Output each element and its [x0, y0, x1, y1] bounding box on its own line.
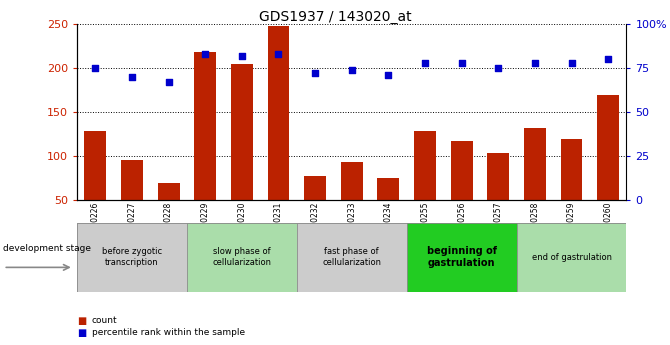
Bar [377, 178, 399, 200]
Point [273, 51, 284, 57]
Point [90, 66, 100, 71]
Text: GDS1937 / 143020_at: GDS1937 / 143020_at [259, 10, 411, 24]
Bar [231, 64, 253, 200]
Text: development stage: development stage [3, 244, 91, 253]
Point [346, 67, 357, 73]
Bar [267, 26, 289, 200]
Bar [341, 162, 362, 200]
Bar [194, 52, 216, 200]
Point [419, 60, 430, 66]
Bar [487, 152, 509, 200]
Text: beginning of
gastrulation: beginning of gastrulation [427, 246, 496, 268]
Point [603, 57, 614, 62]
Bar [187, 223, 297, 292]
Point [237, 53, 247, 59]
Bar [524, 128, 546, 200]
Bar [297, 223, 407, 292]
Point [383, 72, 394, 78]
Bar [84, 131, 107, 200]
Text: percentile rank within the sample: percentile rank within the sample [92, 328, 245, 337]
Point [127, 74, 137, 80]
Point [310, 71, 320, 76]
Bar [414, 131, 436, 200]
Bar [304, 176, 326, 200]
Bar [451, 141, 472, 200]
Bar [517, 223, 626, 292]
Text: slow phase of
cellularization: slow phase of cellularization [212, 247, 271, 267]
Text: before zygotic
transcription: before zygotic transcription [102, 247, 162, 267]
Text: end of gastrulation: end of gastrulation [531, 253, 612, 262]
Point [566, 60, 577, 66]
Text: count: count [92, 316, 117, 325]
Bar [561, 139, 582, 200]
Bar [407, 223, 517, 292]
Text: ■: ■ [77, 328, 86, 338]
Text: fast phase of
cellularization: fast phase of cellularization [322, 247, 381, 267]
Text: ■: ■ [77, 316, 86, 326]
Point [493, 66, 504, 71]
Bar [157, 183, 180, 200]
Point [456, 60, 467, 66]
Bar [77, 223, 187, 292]
Bar [597, 95, 619, 200]
Point [163, 79, 174, 85]
Point [200, 51, 210, 57]
Point [529, 60, 540, 66]
Bar [121, 160, 143, 200]
